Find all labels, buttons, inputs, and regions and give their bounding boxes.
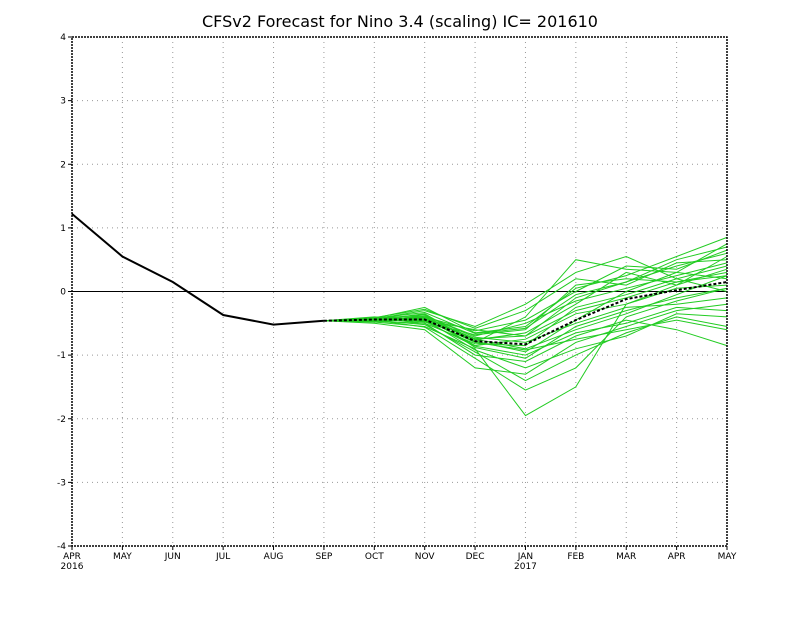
ensemble-member-line [323,284,728,347]
ensemble-member-line [323,246,728,335]
x-tick-label: APR [668,552,686,562]
chart-title: CFSv2 Forecast for Nino 3.4 (scaling) IC… [202,12,598,31]
ensemble-members [323,236,728,417]
ensemble-member-line [323,262,728,337]
x-tick-label: NOV [415,552,436,562]
ensemble-mean-line [323,281,728,346]
x-tick-label: AUG [264,552,284,562]
ensemble-member-line [323,287,728,359]
x-tick-label: DEC [466,552,485,562]
x-tick-label: FEB [567,552,584,562]
observed-line [71,213,324,326]
x-tick-year: 2016 [61,562,84,572]
y-axis-ticks: -4 -3 -2 -1 0 1 2 3 4 [57,33,72,552]
y-tick-label: -2 [57,415,66,425]
y-tick-label: 2 [60,160,66,170]
ensemble-member-line [323,303,728,375]
x-tick-label: MAY [718,552,737,562]
y-tick-label: 3 [60,97,66,107]
ensemble-member-line [323,319,728,351]
x-tick-label: MAY [113,552,132,562]
y-tick-label: 1 [60,224,66,234]
y-tick-label: 0 [60,288,66,298]
ensemble-member-line [323,287,728,391]
x-tick-label: JUL [215,552,230,562]
observed-series [71,213,324,326]
ensemble-member-line [323,256,728,417]
y-tick-label: -3 [57,478,66,488]
ensemble-member-line [323,259,728,329]
y-tick-label: -1 [57,351,66,361]
ensemble-mean [323,281,728,346]
x-tick-label: JAN [517,552,533,562]
y-tick-label: 4 [60,33,66,43]
x-tick-label: JUN [164,552,181,562]
ensemble-member-line [323,316,728,382]
x-tick-year: 2017 [514,562,537,572]
x-tick-label: APR [63,552,81,562]
x-tick-label: MAR [616,552,636,562]
y-tick-label: -4 [57,542,66,552]
x-tick-label: SEP [316,552,333,562]
x-tick-label: OCT [365,552,384,562]
